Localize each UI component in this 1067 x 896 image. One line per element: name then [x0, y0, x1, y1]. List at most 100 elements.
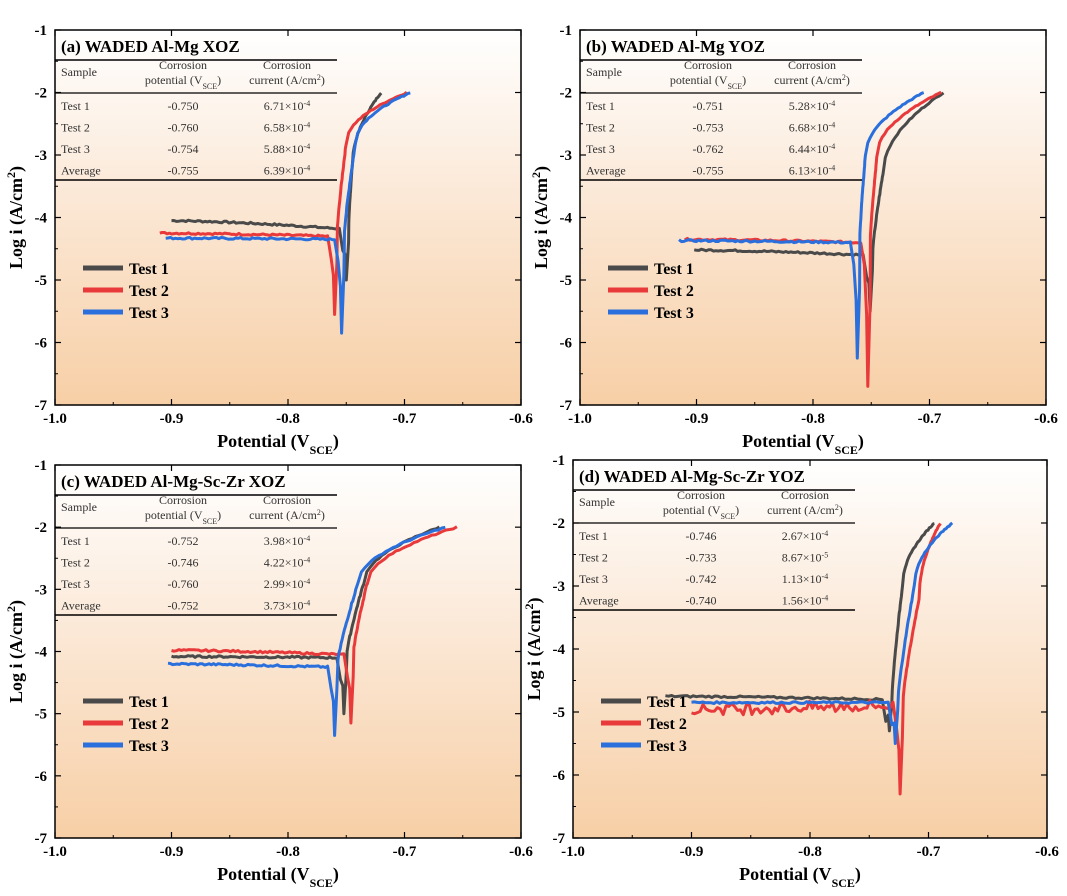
table-header-potential: Corrosion	[677, 488, 725, 502]
y-tick-label: -6	[553, 768, 566, 784]
chart-panel-b: -1 -2 -3 -4 -5 -6 -7-1.0 -0.9 -0.8 -0.7 -0.6 Potent…	[529, 23, 1058, 457]
series-line-test-2	[691, 522, 942, 796]
series-line-test-3	[691, 521, 954, 745]
table-cell-sample: Test 3	[579, 572, 608, 586]
table-cell-sample: Test 1	[61, 99, 90, 113]
series-line-test-3	[167, 525, 446, 737]
table-cell-current: 6.44×10-4	[789, 142, 835, 157]
legend-label-test-2: Test 2	[129, 716, 169, 733]
legend-label-test-3: Test 3	[129, 305, 169, 322]
legend-label-test-3: Test 3	[654, 305, 694, 322]
y-tick-label: -1	[553, 453, 566, 469]
x-tick-label: -0.9	[685, 411, 709, 427]
x-tick-label: -1.0	[43, 411, 67, 427]
x-tick-label: -1.0	[561, 844, 585, 860]
series-line-test-2	[159, 91, 408, 316]
table-header-current: Corrosion	[788, 58, 836, 72]
y-tick-label: -3	[553, 579, 566, 595]
table-cell-sample: Test 1	[579, 529, 608, 543]
table-cell-potential: -0.762	[693, 142, 724, 156]
x-axis-label: Potential (VSCE)	[742, 431, 864, 457]
table-cell-sample: Test 3	[586, 142, 615, 156]
chart-panel-c: -1 -2 -3 -4 -5 -6 -7-1.0 -0.9 -0.8 -0.7 -0.6 Potent…	[4, 458, 533, 890]
y-tick-label: -3	[35, 148, 48, 164]
x-tick-label: -0.6	[509, 844, 533, 860]
x-tick-label: -1.0	[43, 844, 67, 860]
table-header-potential: Corrosion	[159, 58, 207, 72]
y-tick-label: -5	[553, 705, 566, 721]
table-header-current-unit: current (A/cm2)	[249, 508, 325, 523]
table-header-sample: Sample	[61, 500, 97, 514]
x-axis-label: Potential (VSCE)	[217, 431, 339, 457]
legend-label-test-1: Test 1	[129, 694, 169, 711]
y-tick-label: -6	[560, 336, 573, 352]
table-cell-potential: -0.753	[693, 121, 724, 135]
table-cell-current: 3.73×10-4	[264, 598, 310, 613]
table-cell-potential: -0.746	[168, 556, 199, 570]
table-cell-current: 5.88×10-4	[264, 142, 310, 157]
y-tick-label: -2	[35, 520, 48, 536]
x-tick-label: -0.8	[798, 844, 822, 860]
table-cell-current: 6.71×10-4	[264, 99, 310, 114]
y-tick-label: -7	[553, 831, 566, 847]
plot-frame	[54, 29, 522, 406]
y-tick-label: -1	[35, 23, 48, 39]
table-cell-potential: -0.760	[168, 577, 199, 591]
table-header-sample: Sample	[61, 65, 97, 79]
table-cell-potential: -0.750	[168, 99, 199, 113]
table-cell-current: 6.68×10-4	[789, 120, 835, 135]
table-cell-sample: Average	[61, 164, 101, 178]
x-tick-label: -0.8	[276, 411, 300, 427]
table-header-potential-unit: potential (VSCE)	[145, 73, 221, 91]
y-tick-label: -6	[35, 336, 48, 352]
legend-label-test-3: Test 3	[647, 738, 687, 755]
table-cell-sample: Test 2	[61, 556, 90, 570]
y-tick-label: -4	[35, 211, 48, 227]
table-cell-sample: Test 1	[586, 99, 615, 113]
series-line-test-3	[165, 91, 411, 335]
series-line-test-1	[665, 522, 935, 733]
x-axis-label: Potential (VSCE)	[217, 864, 339, 890]
table-cell-potential: -0.760	[168, 121, 199, 135]
table-header-sample: Sample	[579, 495, 615, 509]
panel-title: (c) WADED Al-Mg-Sc-Zr XOZ	[61, 472, 286, 491]
table-header-current-unit: current (A/cm2)	[767, 503, 843, 518]
x-tick-label: -0.7	[393, 844, 417, 860]
table-header-potential-unit: potential (VSCE)	[145, 508, 221, 526]
legend-label-test-3: Test 3	[129, 738, 169, 755]
table-cell-current: 5.28×10-4	[789, 99, 835, 114]
x-tick-label: -0.8	[801, 411, 825, 427]
y-tick-label: -7	[560, 398, 573, 414]
series-line-test-3	[678, 91, 925, 360]
table-cell-sample: Average	[586, 164, 626, 178]
table-cell-potential: -0.752	[168, 599, 199, 613]
table-cell-potential: -0.752	[168, 534, 199, 548]
x-tick-label: -0.7	[918, 411, 942, 427]
y-axis-label: Log i (A/cm2)	[522, 598, 545, 701]
y-tick-label: -3	[35, 582, 48, 598]
series-line-test-1	[171, 525, 441, 716]
table-cell-potential: -0.733	[686, 551, 717, 565]
table-cell-potential: -0.740	[686, 594, 717, 608]
table-header-sample: Sample	[586, 65, 622, 79]
series-line-test-2	[171, 525, 458, 725]
legend-label-test-2: Test 2	[647, 716, 687, 733]
table-cell-potential: -0.751	[693, 99, 724, 113]
x-tick-label: -0.7	[917, 844, 941, 860]
x-tick-label: -0.6	[1035, 844, 1059, 860]
y-tick-label: -5	[35, 273, 48, 289]
table-header-current-unit: current (A/cm2)	[249, 73, 325, 88]
table-header-potential: Corrosion	[159, 493, 207, 507]
y-tick-label: -5	[560, 273, 573, 289]
x-tick-label: -0.6	[1034, 411, 1058, 427]
x-axis-label: Potential (VSCE)	[739, 864, 861, 890]
table-cell-current: 2.99×10-4	[264, 577, 310, 592]
legend-label-test-1: Test 1	[129, 261, 169, 278]
panel-title: (a) WADED Al-Mg XOZ	[61, 37, 240, 56]
table-cell-current: 6.13×10-4	[789, 163, 835, 178]
y-tick-label: -6	[35, 769, 48, 785]
chart-panel-a: -1 -2 -3 -4 -5 -6 -7-1.0 -0.9 -0.8 -0.7 -0.6 Potent…	[4, 23, 533, 457]
table-cell-current: 6.58×10-4	[264, 120, 310, 135]
y-tick-label: -2	[553, 516, 566, 532]
